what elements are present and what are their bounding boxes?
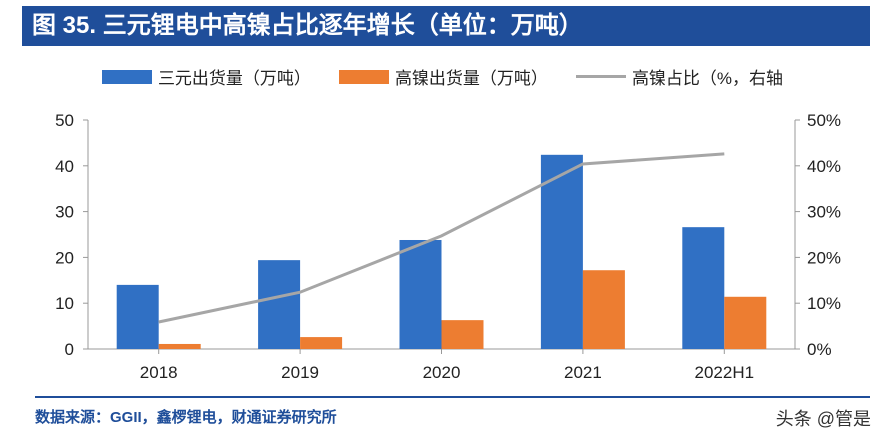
x-tick-label: 2018 bbox=[140, 363, 178, 382]
y-tick-label: 20 bbox=[55, 248, 74, 267]
legend-item: 高镍出货量（万吨） bbox=[338, 64, 548, 89]
divider bbox=[35, 396, 870, 398]
x-tick-label: 2020 bbox=[423, 363, 461, 382]
legend-item: 高镍占比（%，右轴 bbox=[575, 64, 784, 89]
y-tick-label: 40 bbox=[55, 157, 74, 176]
legend-label: 高镍出货量（万吨） bbox=[394, 69, 548, 88]
legend-label: 高镍占比（%，右轴 bbox=[631, 69, 784, 88]
y-tick-label: 0 bbox=[65, 340, 74, 359]
bar-high-nickel bbox=[158, 343, 201, 349]
legend: 三元出货量（万吨） 高镍出货量（万吨） 高镍占比（%，右轴 bbox=[0, 64, 885, 89]
legend-label: 三元出货量（万吨） bbox=[157, 69, 311, 88]
y2-tick-label: 30% bbox=[807, 203, 841, 222]
y-tick-label: 50 bbox=[55, 111, 74, 130]
bar-ternary bbox=[116, 284, 159, 349]
bar-ternary bbox=[258, 260, 301, 349]
figure-title: 图 35. 三元锂电中高镍占比逐年增长（单位：万吨） bbox=[22, 6, 870, 46]
y-tick-label: 30 bbox=[55, 203, 74, 222]
legend-item: 三元出货量（万吨） bbox=[101, 64, 311, 89]
bar-ternary bbox=[682, 227, 725, 349]
x-tick-label: 2019 bbox=[281, 363, 319, 382]
bar-high-nickel bbox=[582, 270, 625, 349]
line-high-nickel-share bbox=[158, 152, 725, 324]
y2-tick-label: 40% bbox=[807, 157, 841, 176]
bar-ternary bbox=[540, 154, 583, 349]
y2-tick-label: 50% bbox=[807, 111, 841, 130]
x-tick-label: 2022H1 bbox=[695, 363, 755, 382]
legend-swatch bbox=[575, 75, 626, 78]
x-tick-label: 2021 bbox=[564, 363, 602, 382]
bar-high-nickel bbox=[300, 337, 343, 349]
bar-ternary bbox=[399, 239, 442, 349]
legend-swatch bbox=[338, 69, 389, 84]
source-note: 数据来源：GGII，鑫椤锂电，财通证券研究所 bbox=[35, 409, 337, 426]
y-tick-label: 10 bbox=[55, 294, 74, 313]
y2-tick-label: 10% bbox=[807, 294, 841, 313]
y2-tick-label: 20% bbox=[807, 248, 841, 267]
watermark: 头条 @管是 bbox=[775, 409, 871, 429]
bar-high-nickel bbox=[724, 296, 767, 349]
bar-high-nickel bbox=[441, 320, 484, 349]
y2-tick-label: 0% bbox=[807, 340, 832, 359]
legend-swatch bbox=[101, 69, 152, 84]
